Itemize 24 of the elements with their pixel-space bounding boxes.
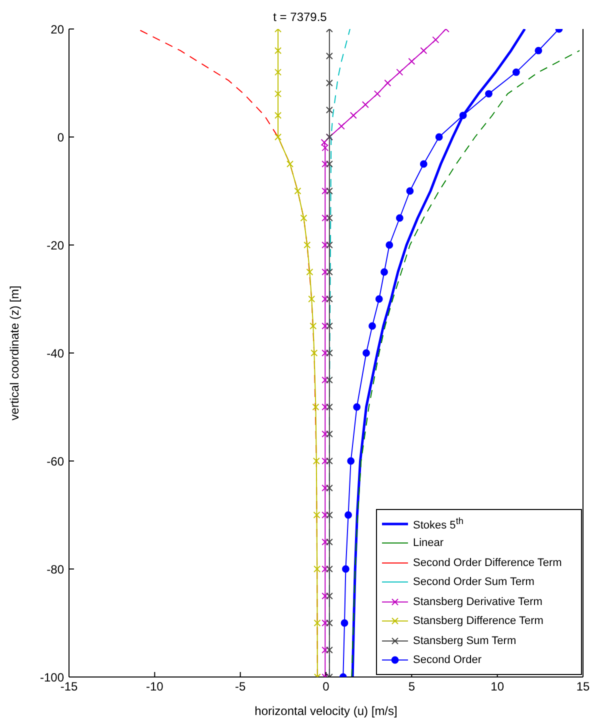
y-axis-title: vertical coordinate (z) [m] [7, 286, 22, 420]
x-tick-label: 5 [408, 680, 416, 694]
legend-label: Linear [413, 537, 444, 550]
x-tick-label: -10 [146, 680, 164, 694]
legend-label: Second Order Difference Term [413, 556, 562, 569]
legend-label: Stansberg Difference Term [413, 615, 544, 628]
chart-title: t = 7379.5 [272, 10, 328, 24]
legend-label: Second Order [413, 654, 482, 666]
y-tick-label: -40 [46, 346, 64, 360]
legend-label: Stokes 5$^{th}$ [413, 516, 464, 532]
y-tick-label: -20 [46, 238, 64, 252]
legend-label: Stansberg Sum Term [413, 634, 516, 647]
y-tick-label: -60 [46, 454, 64, 468]
y-tick-label: -80 [46, 562, 64, 576]
x-axis-title: horizontal velocity (u) [m/s] [254, 704, 398, 718]
y-tick-label: 20 [50, 22, 64, 36]
legend-label: Second Order Sum Term [413, 576, 534, 588]
y-tick-label: 0 [57, 130, 64, 144]
y-tick-label: -100 [40, 670, 64, 684]
x-tick-label: 15 [576, 680, 590, 694]
x-tick-label: -5 [234, 680, 246, 694]
x-tick-label: 0 [322, 680, 330, 694]
x-tick-label: 10 [490, 680, 504, 694]
legend-label: Stansberg Derivative Term [413, 596, 542, 608]
